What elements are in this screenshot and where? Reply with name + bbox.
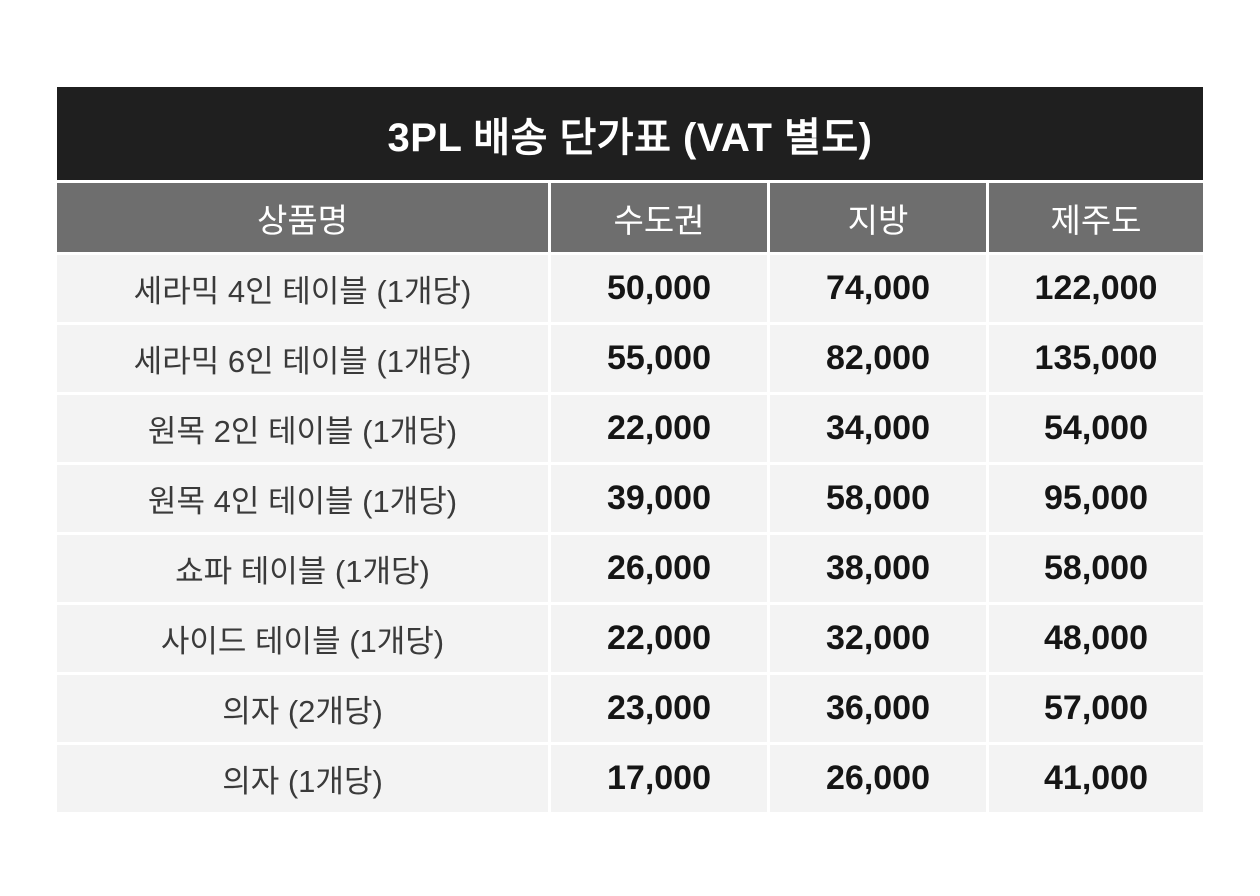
product-name-cell: 원목 2인 테이블 (1개당)	[57, 395, 548, 462]
table-row: 세라믹 4인 테이블 (1개당) 50,000 74,000 122,000	[57, 255, 1203, 322]
price-table: 3PL 배송 단가표 (VAT 별도) 상품명 수도권 지방 제주도 세라믹 4…	[57, 87, 1203, 812]
price-cell-regional: 26,000	[770, 745, 986, 812]
column-header-metro: 수도권	[551, 183, 767, 252]
column-header-regional: 지방	[770, 183, 986, 252]
price-cell-regional: 58,000	[770, 465, 986, 532]
price-cell-jeju: 135,000	[989, 325, 1203, 392]
column-header-product: 상품명	[57, 183, 548, 252]
price-cell-jeju: 58,000	[989, 535, 1203, 602]
column-header-jeju: 제주도	[989, 183, 1203, 252]
price-cell-regional: 36,000	[770, 675, 986, 742]
price-cell-regional: 74,000	[770, 255, 986, 322]
price-cell-metro: 17,000	[551, 745, 767, 812]
table-row: 사이드 테이블 (1개당) 22,000 32,000 48,000	[57, 605, 1203, 672]
product-name-cell: 사이드 테이블 (1개당)	[57, 605, 548, 672]
price-cell-jeju: 48,000	[989, 605, 1203, 672]
price-cell-jeju: 54,000	[989, 395, 1203, 462]
table-row: 의자 (2개당) 23,000 36,000 57,000	[57, 675, 1203, 742]
price-cell-jeju: 95,000	[989, 465, 1203, 532]
table-row: 의자 (1개당) 17,000 26,000 41,000	[57, 745, 1203, 812]
product-name-cell: 의자 (2개당)	[57, 675, 548, 742]
price-cell-jeju: 41,000	[989, 745, 1203, 812]
product-name-cell: 세라믹 6인 테이블 (1개당)	[57, 325, 548, 392]
product-name-cell: 쇼파 테이블 (1개당)	[57, 535, 548, 602]
price-cell-metro: 39,000	[551, 465, 767, 532]
price-cell-jeju: 57,000	[989, 675, 1203, 742]
table-row: 쇼파 테이블 (1개당) 26,000 38,000 58,000	[57, 535, 1203, 602]
table-title: 3PL 배송 단가표 (VAT 별도)	[57, 87, 1203, 180]
price-cell-metro: 50,000	[551, 255, 767, 322]
table-row: 원목 2인 테이블 (1개당) 22,000 34,000 54,000	[57, 395, 1203, 462]
price-cell-regional: 32,000	[770, 605, 986, 672]
price-cell-metro: 22,000	[551, 395, 767, 462]
price-cell-jeju: 122,000	[989, 255, 1203, 322]
table-header-row: 상품명 수도권 지방 제주도	[57, 183, 1203, 252]
price-cell-metro: 23,000	[551, 675, 767, 742]
product-name-cell: 세라믹 4인 테이블 (1개당)	[57, 255, 548, 322]
price-cell-metro: 22,000	[551, 605, 767, 672]
price-cell-regional: 38,000	[770, 535, 986, 602]
price-cell-metro: 26,000	[551, 535, 767, 602]
product-name-cell: 의자 (1개당)	[57, 745, 548, 812]
price-cell-metro: 55,000	[551, 325, 767, 392]
table-row: 세라믹 6인 테이블 (1개당) 55,000 82,000 135,000	[57, 325, 1203, 392]
price-cell-regional: 34,000	[770, 395, 986, 462]
table-row: 원목 4인 테이블 (1개당) 39,000 58,000 95,000	[57, 465, 1203, 532]
price-cell-regional: 82,000	[770, 325, 986, 392]
product-name-cell: 원목 4인 테이블 (1개당)	[57, 465, 548, 532]
